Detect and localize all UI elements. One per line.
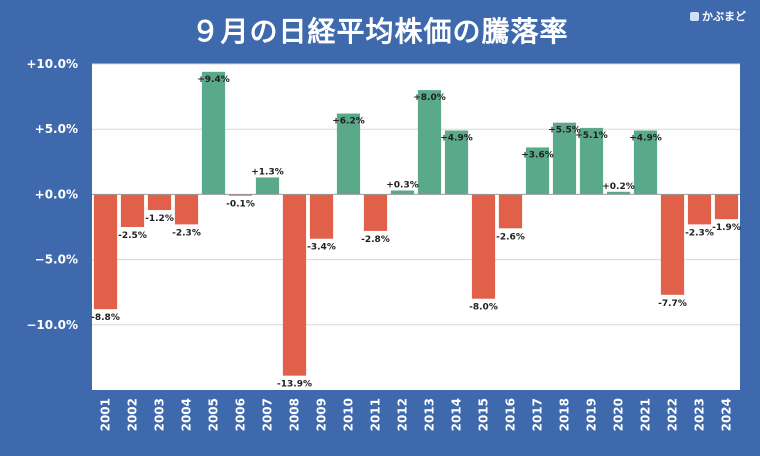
y-axis: +10.0% +5.0% +0.0% −5.0% −10.0% [26, 57, 78, 332]
data-label-2011: -2.8% [361, 235, 390, 245]
data-label-2001: -8.8% [91, 313, 120, 323]
bar-2017 [525, 147, 550, 195]
x-tick-label: 2017 [531, 398, 545, 431]
brand-icon [690, 11, 699, 21]
y-tick-label: −5.0% [35, 253, 78, 267]
x-tick-label: 2021 [639, 398, 653, 431]
x-tick-label: 2019 [585, 398, 599, 431]
bar-2015 [471, 194, 496, 299]
bar-2012 [390, 190, 415, 195]
data-label-2015: -8.0% [469, 303, 498, 313]
bar-2022 [660, 194, 685, 295]
x-tick-label: 2003 [153, 398, 167, 431]
x-tick-label: 2009 [315, 398, 329, 431]
bar-2013 [417, 90, 442, 195]
data-label-2005: +9.4% [197, 75, 230, 85]
bar-2016 [498, 194, 523, 229]
gridlines [92, 63, 740, 326]
data-label-2024: -1.9% [712, 223, 741, 233]
x-tick-label: 2005 [207, 398, 221, 431]
bar-2019 [579, 127, 604, 195]
x-tick-label: 2014 [450, 398, 464, 431]
x-tick-label: 2010 [342, 398, 356, 431]
data-label-2006: -0.1% [226, 200, 255, 210]
x-tick-label: 2004 [180, 398, 194, 431]
x-tick-label: 2013 [423, 398, 437, 431]
data-label-2021: +4.9% [629, 134, 662, 144]
x-tick-label: 2020 [612, 398, 626, 431]
y-tick-label: −10.0% [26, 318, 78, 332]
data-label-2012: +0.3% [386, 180, 419, 190]
x-tick-label: 2011 [369, 398, 383, 431]
x-tick-label: 2023 [693, 398, 707, 431]
data-label-2018: +5.5% [548, 126, 581, 136]
x-tick-label: 2022 [666, 398, 680, 431]
bar-2021 [633, 130, 658, 195]
bar-2010 [336, 113, 361, 195]
bar-2018 [552, 122, 577, 195]
data-label-2010: +6.2% [332, 117, 365, 127]
bar-2024 [714, 194, 739, 220]
x-tick-label: 2016 [504, 398, 518, 431]
brand-logo: かぶまど [690, 8, 746, 24]
bar-2007 [255, 177, 280, 195]
data-label-2004: -2.3% [172, 228, 201, 238]
data-label-2007: +1.3% [251, 167, 284, 177]
data-label-2022: -7.7% [658, 299, 687, 309]
data-label-2020: +0.2% [602, 182, 635, 192]
bar-2020 [606, 191, 631, 195]
bar-2005 [201, 71, 226, 195]
bar-2004 [174, 194, 199, 225]
data-label-2003: -1.2% [145, 214, 174, 224]
x-tick-label: 2002 [126, 398, 140, 431]
bar-2001 [93, 194, 118, 310]
bar-2002 [120, 194, 145, 227]
data-label-2016: -2.6% [496, 232, 525, 242]
x-tick-label: 2015 [477, 398, 491, 431]
bar-2006 [228, 194, 253, 196]
data-label-2002: -2.5% [118, 231, 147, 241]
plot-area [92, 64, 740, 390]
y-tick-label: +0.0% [35, 187, 78, 201]
x-tick-label: 2007 [261, 398, 275, 431]
data-labels: -8.8% -2.5% -1.2% -2.3% +9.4% -0.1% +1.3% -13.9… [91, 75, 741, 390]
x-tick-label: 2001 [99, 398, 113, 431]
bar-2009 [309, 194, 334, 239]
bar-2008 [282, 194, 307, 376]
data-label-2013: +8.0% [413, 93, 446, 103]
y-tick-label: +5.0% [35, 122, 78, 136]
data-label-2017: +3.6% [521, 150, 554, 160]
chart-title: ９月の日経平均株価の騰落率 [191, 15, 569, 48]
x-tick-label: 2008 [288, 398, 302, 431]
x-tick-label: 2024 [720, 398, 734, 431]
x-axis: 2001 2002 2003 2004 2005 2006 2007 2008 2009 2010… [99, 398, 734, 431]
data-label-2008: -13.9% [277, 380, 312, 390]
x-tick-label: 2018 [558, 398, 572, 431]
bar-2003 [147, 194, 172, 211]
data-label-2023: -2.3% [685, 228, 714, 238]
x-tick-label: 2012 [396, 398, 410, 431]
y-tick-label: +10.0% [26, 57, 78, 71]
bar-2023 [687, 194, 712, 225]
x-tick-label: 2006 [234, 398, 248, 431]
data-label-2019: +5.1% [575, 131, 608, 141]
bar-2014 [444, 130, 469, 195]
bar-2011 [363, 194, 388, 231]
bars [93, 71, 739, 376]
brand-name: かぶまど [702, 10, 746, 23]
data-label-2009: -3.4% [307, 243, 336, 253]
data-label-2014: +4.9% [440, 134, 473, 144]
